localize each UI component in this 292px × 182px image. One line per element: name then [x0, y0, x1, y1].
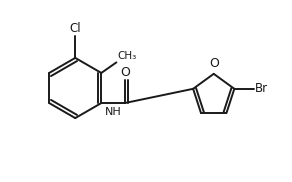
- Text: O: O: [120, 66, 130, 79]
- Text: O: O: [209, 57, 219, 70]
- Text: Cl: Cl: [69, 22, 81, 35]
- Text: Br: Br: [255, 82, 268, 95]
- Text: NH: NH: [105, 107, 121, 117]
- Text: CH₃: CH₃: [118, 51, 137, 61]
